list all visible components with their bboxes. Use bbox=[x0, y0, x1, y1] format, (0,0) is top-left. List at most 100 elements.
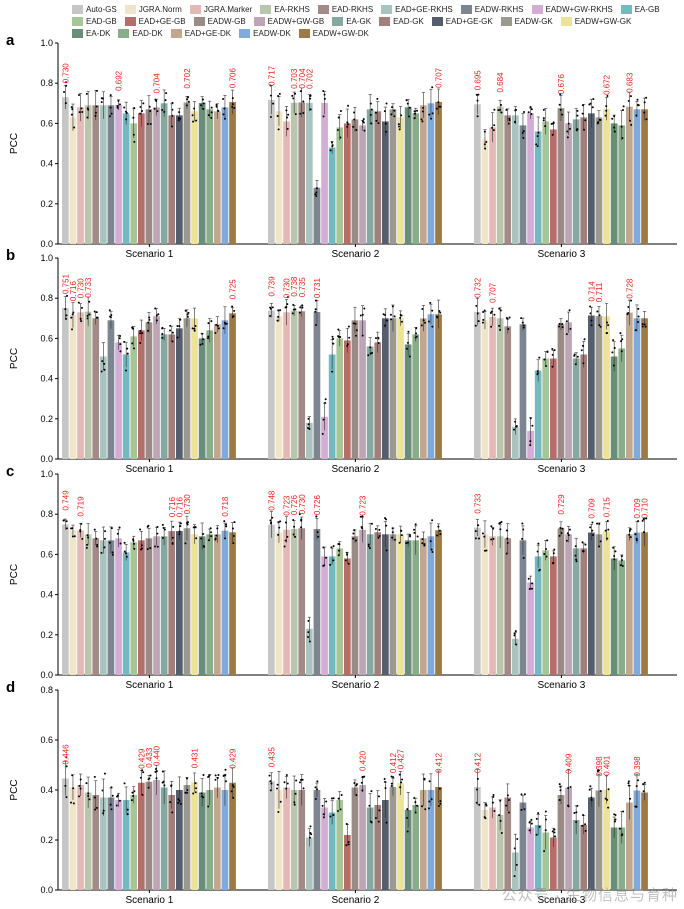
data-point bbox=[636, 98, 639, 101]
bar bbox=[77, 530, 84, 675]
bar bbox=[160, 536, 168, 675]
legend-swatch bbox=[381, 5, 393, 14]
data-point bbox=[141, 332, 144, 335]
data-point bbox=[286, 116, 289, 119]
data-point bbox=[346, 121, 349, 124]
legend-label: JGRA.Marker bbox=[203, 5, 253, 14]
data-point bbox=[119, 542, 122, 545]
data-point bbox=[185, 104, 188, 107]
data-point bbox=[423, 543, 426, 546]
data-point bbox=[294, 308, 297, 311]
data-point bbox=[108, 115, 111, 118]
data-point bbox=[490, 310, 493, 313]
bar bbox=[138, 113, 145, 244]
bar bbox=[550, 837, 557, 890]
bar bbox=[397, 117, 404, 244]
data-point bbox=[163, 784, 166, 787]
data-point bbox=[125, 555, 128, 558]
data-point bbox=[568, 309, 571, 312]
bar bbox=[283, 312, 290, 459]
data-point bbox=[505, 804, 508, 807]
bar bbox=[504, 538, 512, 675]
data-point bbox=[295, 779, 298, 782]
value-label: 0.431 bbox=[191, 748, 200, 769]
data-point bbox=[544, 829, 547, 832]
data-point bbox=[406, 808, 409, 811]
bar bbox=[153, 780, 160, 890]
bar bbox=[138, 540, 145, 675]
data-point bbox=[207, 114, 210, 117]
data-point bbox=[498, 522, 501, 525]
bar bbox=[481, 139, 489, 244]
bar bbox=[382, 534, 389, 675]
data-point bbox=[149, 774, 152, 777]
data-point bbox=[292, 533, 295, 536]
value-label: 0.704 bbox=[153, 73, 162, 94]
data-point bbox=[575, 811, 578, 814]
data-point bbox=[397, 125, 400, 128]
bar bbox=[313, 312, 321, 459]
data-point bbox=[589, 305, 592, 308]
data-point bbox=[529, 440, 532, 443]
legend-swatch bbox=[72, 29, 83, 38]
bar bbox=[328, 812, 336, 890]
data-point bbox=[575, 820, 578, 823]
data-point bbox=[308, 640, 311, 643]
data-point bbox=[485, 140, 488, 143]
bar bbox=[122, 354, 130, 459]
data-point bbox=[506, 317, 509, 320]
data-point bbox=[580, 349, 583, 352]
data-point bbox=[613, 558, 616, 561]
legend-label: EADW+GW-GB bbox=[267, 17, 325, 26]
data-point bbox=[307, 423, 310, 426]
data-point bbox=[210, 535, 213, 538]
bar bbox=[474, 787, 481, 890]
data-point bbox=[605, 109, 608, 112]
data-point bbox=[493, 124, 496, 127]
value-label: 0.446 bbox=[61, 744, 70, 765]
data-point bbox=[294, 792, 297, 795]
data-point bbox=[210, 531, 213, 534]
data-point bbox=[79, 530, 82, 533]
y-tick-label: 0.6 bbox=[40, 549, 53, 559]
data-point bbox=[575, 129, 578, 132]
data-point bbox=[475, 93, 478, 96]
bar bbox=[176, 328, 183, 459]
data-point bbox=[200, 792, 203, 795]
legend-swatch bbox=[317, 5, 329, 14]
data-point bbox=[195, 787, 198, 790]
data-point bbox=[332, 342, 335, 345]
data-point bbox=[223, 520, 226, 523]
data-point bbox=[531, 582, 534, 585]
data-point bbox=[514, 420, 517, 423]
data-point bbox=[119, 350, 122, 353]
bar bbox=[404, 540, 412, 675]
data-point bbox=[369, 113, 372, 116]
bar bbox=[481, 534, 489, 675]
data-point bbox=[630, 123, 633, 126]
data-point bbox=[375, 119, 378, 122]
data-point bbox=[513, 847, 516, 850]
data-point bbox=[153, 545, 156, 548]
data-point bbox=[214, 331, 217, 334]
data-point bbox=[642, 531, 645, 534]
data-point bbox=[619, 332, 622, 335]
bar bbox=[618, 125, 626, 244]
bar bbox=[618, 827, 626, 890]
data-point bbox=[332, 797, 335, 800]
data-point bbox=[439, 802, 442, 805]
data-point bbox=[423, 544, 426, 547]
data-point bbox=[93, 528, 96, 531]
data-point bbox=[156, 545, 159, 548]
data-point bbox=[338, 549, 341, 552]
data-point bbox=[604, 114, 607, 117]
bar bbox=[542, 121, 550, 244]
y-tick-label: 1.0 bbox=[40, 38, 53, 48]
bar bbox=[107, 797, 115, 890]
legend-item: EADW+GW-RKHS bbox=[531, 4, 613, 15]
data-point bbox=[398, 541, 401, 544]
data-point bbox=[187, 311, 190, 314]
data-point bbox=[643, 781, 646, 784]
bar bbox=[366, 346, 374, 459]
